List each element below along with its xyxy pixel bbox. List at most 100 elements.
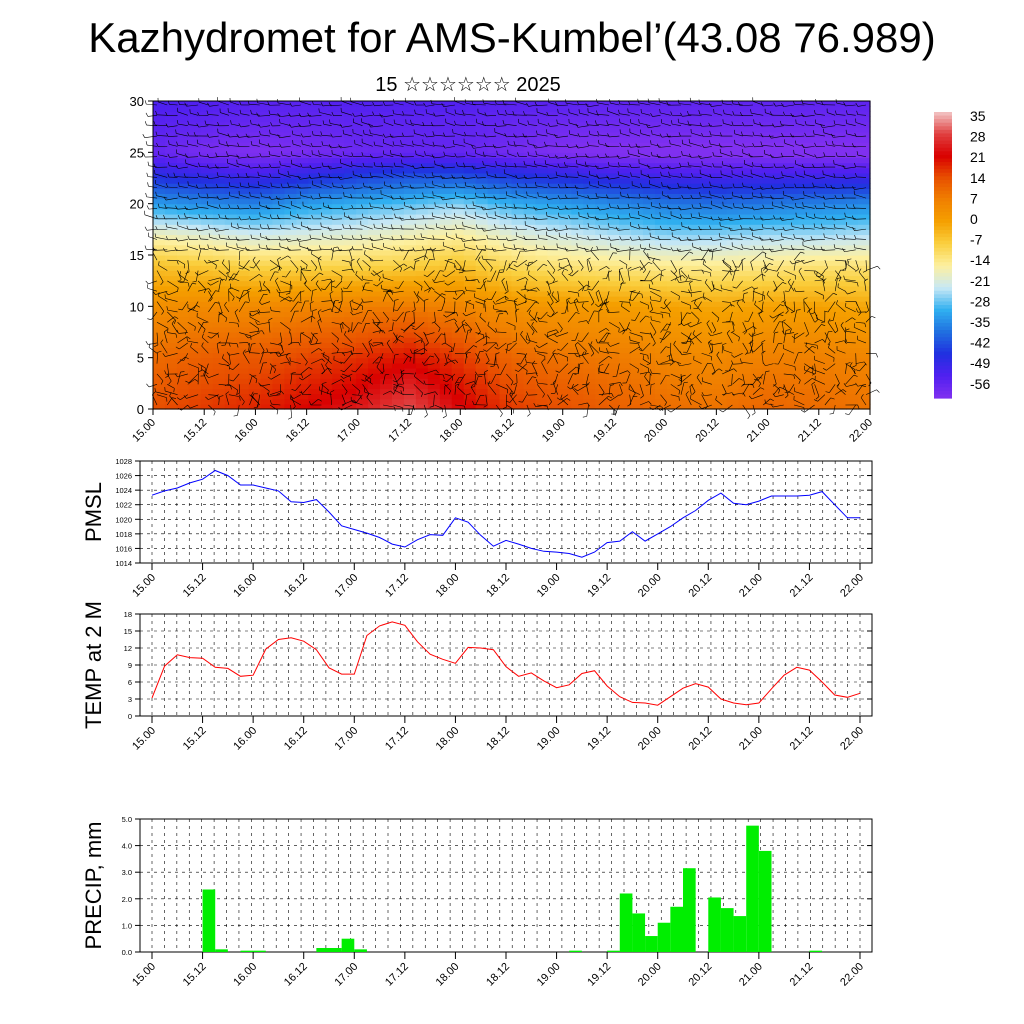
- heatmap-cell: [499, 188, 513, 194]
- wind-barb: [370, 206, 384, 209]
- wind-barb: [280, 255, 288, 261]
- heatmap-cell: [583, 142, 596, 148]
- heatmap-cell: [188, 106, 202, 112]
- heatmap-cell: [666, 362, 680, 369]
- wind-barb: [203, 373, 209, 385]
- heatmap-cell: [846, 152, 859, 159]
- heatmap-cell: [272, 121, 286, 128]
- heatmap-cell: [200, 275, 214, 282]
- wind-barb-flag: [306, 246, 310, 251]
- heatmap-cell: [511, 342, 525, 348]
- wind-barb: [269, 154, 281, 158]
- heatmap-cell: [523, 203, 536, 210]
- heatmap-cell: [798, 378, 811, 384]
- wind-barb-flag: [153, 121, 156, 126]
- heatmap-cell: [439, 203, 453, 210]
- heatmap-cell: [224, 352, 238, 359]
- heatmap-cell: [392, 285, 405, 292]
- wind-barb-flag: [382, 150, 385, 155]
- wind-barb: [341, 125, 353, 128]
- wind-barb-flag: [382, 133, 386, 138]
- wind-barb-flag: [295, 269, 299, 273]
- wind-barb: [310, 259, 318, 268]
- heatmap-cell: [248, 229, 262, 236]
- heatmap-cell: [535, 147, 548, 153]
- heatmap-cell: [738, 229, 752, 236]
- heatmap-cell: [236, 106, 250, 112]
- heatmap-cell: [153, 198, 166, 205]
- heatmap-cell: [153, 316, 166, 323]
- heatmap-cell: [762, 157, 775, 164]
- heatmap-cell: [356, 398, 369, 405]
- heatmap-cell: [153, 131, 166, 138]
- wind-barb: [210, 280, 219, 286]
- heatmap-cell: [260, 213, 274, 220]
- heatmap-cell: [212, 265, 226, 271]
- wind-barb-flag: [208, 233, 210, 238]
- wind-barb-flag: [158, 292, 160, 297]
- heatmap-cell: [798, 388, 811, 395]
- heatmap-cell: [296, 260, 309, 266]
- heatmap-cell: [547, 224, 560, 230]
- heatmap-cell: [236, 337, 250, 343]
- heatmap-cell: [224, 172, 238, 179]
- heatmap-cell: [822, 178, 835, 184]
- heatmap-cell: [690, 244, 704, 251]
- heatmap-cell: [654, 198, 668, 205]
- heatmap-cell: [344, 311, 357, 318]
- heatmap-cell: [415, 167, 429, 174]
- heatmap-cell: [380, 249, 393, 256]
- heatmap-cell: [654, 152, 668, 159]
- heatmap-cell: [236, 373, 250, 379]
- heatmap-cell: [463, 306, 477, 313]
- heatmap-cell: [547, 203, 560, 210]
- heatmap-cell: [392, 301, 405, 307]
- heatmap-cell: [332, 136, 345, 143]
- heatmap-cell: [559, 290, 572, 297]
- heatmap-cell: [260, 275, 274, 282]
- wind-barb: [167, 373, 172, 382]
- heatmap-cell: [260, 157, 274, 164]
- heatmap-cell: [523, 147, 536, 153]
- heatmap-cell: [248, 347, 262, 354]
- heatmap-cell: [427, 126, 441, 133]
- heatmap-cell: [846, 203, 859, 210]
- heatmap-cell: [511, 249, 525, 256]
- heatmap-cell: [619, 178, 632, 184]
- wind-barb-flag: [329, 291, 334, 294]
- heatmap-cell: [487, 373, 501, 379]
- heatmap-cell: [595, 311, 608, 318]
- heatmap-cell: [834, 208, 847, 215]
- wind-barb: [187, 260, 190, 272]
- wind-barb: [208, 291, 213, 299]
- wind-barb-flag: [197, 111, 200, 116]
- wind-barb-flag: [288, 417, 292, 420]
- heatmap-cell: [631, 157, 644, 164]
- heatmap-cell: [631, 213, 644, 220]
- heatmap-cell: [200, 342, 214, 348]
- heatmap-cell: [846, 188, 859, 194]
- heatmap-cell: [176, 101, 190, 107]
- heatmap-cell: [427, 275, 441, 282]
- heatmap-cell: [583, 106, 596, 112]
- heatmap-cell: [451, 301, 465, 307]
- heatmap-cell: [236, 142, 250, 148]
- wind-barb-flag: [195, 227, 199, 232]
- heatmap-cell: [738, 116, 752, 123]
- heatmap-cell: [463, 321, 477, 328]
- heatmap-cell: [631, 373, 644, 379]
- heatmap-cell: [714, 270, 728, 277]
- heatmap-cell: [344, 332, 357, 338]
- heatmap-cell: [392, 362, 405, 369]
- heatmap-cell: [595, 121, 608, 128]
- heatmap-cell: [463, 203, 477, 210]
- wind-barb-flag: [291, 130, 294, 135]
- heatmap-cell: [726, 244, 740, 251]
- heatmap-cell: [308, 260, 321, 266]
- heatmap-cell: [475, 265, 489, 271]
- heatmap-cell: [547, 326, 560, 333]
- heatmap-cell: [344, 172, 357, 179]
- heatmap-cell: [176, 326, 190, 333]
- heatmap-cell: [619, 224, 632, 230]
- heatmap-cell: [559, 101, 572, 107]
